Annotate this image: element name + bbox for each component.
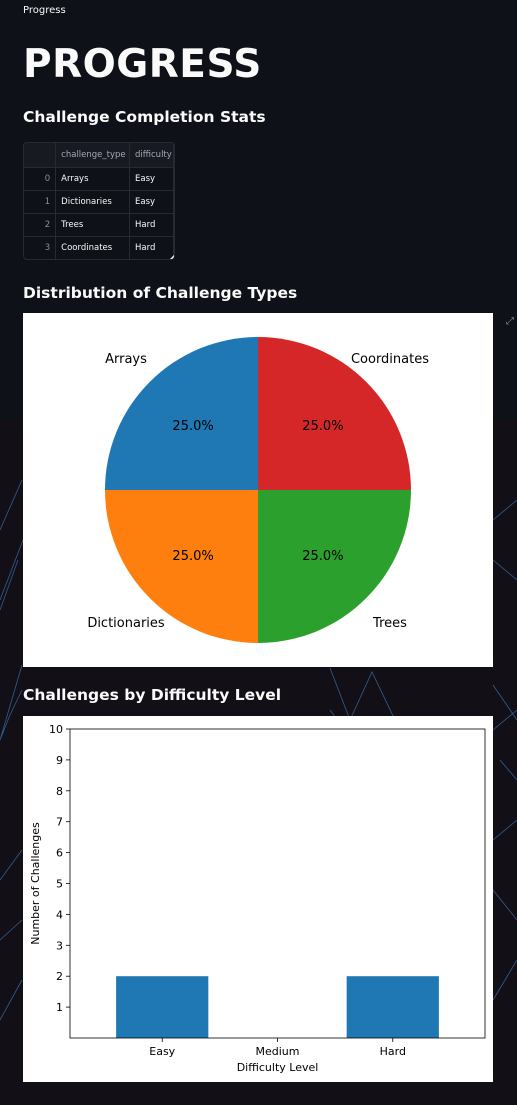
pie-chart: Arrays 25.0% Dictionaries 25.0% Trees 25.0% Co… bbox=[87, 337, 429, 643]
pie-chart-panel: Arrays 25.0% Dictionaries 25.0% Trees 25.0% Co… bbox=[23, 313, 493, 667]
y-axis-label: Number of Challenges bbox=[29, 822, 42, 945]
table-header-row: challenge_type difficulty bbox=[24, 143, 174, 168]
pie-slice bbox=[105, 490, 258, 643]
row-index: 3 bbox=[24, 236, 57, 259]
stats-dataframe[interactable]: challenge_type difficulty 0 Arrays Easy … bbox=[23, 142, 175, 260]
y-tick-label: 3 bbox=[56, 939, 63, 952]
table-cell[interactable]: Dictionaries bbox=[55, 190, 131, 214]
bar-heading: Challenges by Difficulty Level bbox=[23, 686, 282, 704]
bar-chart: 1 2 3 4 5 6 7 8 9 10 Easy Medium Hard Difficulty Leve… bbox=[29, 723, 486, 1074]
x-axis-label: Difficulty Level bbox=[237, 1061, 319, 1074]
table-row: 1 Dictionaries Easy bbox=[24, 190, 174, 214]
table-row: 0 Arrays Easy bbox=[24, 167, 174, 191]
page-title: PROGRESS bbox=[23, 42, 262, 87]
table-row: 2 Trees Hard bbox=[24, 213, 174, 237]
table-cell[interactable]: Trees bbox=[55, 213, 131, 237]
y-tick-label: 1 bbox=[56, 1001, 63, 1014]
y-tick-label: 2 bbox=[56, 970, 63, 983]
y-tick-label: 6 bbox=[56, 847, 63, 860]
pie-label: Dictionaries bbox=[87, 616, 165, 631]
row-index: 0 bbox=[24, 167, 57, 191]
x-tick-label: Hard bbox=[380, 1045, 406, 1058]
table-cell[interactable]: Easy bbox=[129, 167, 174, 191]
index-header bbox=[24, 143, 57, 168]
y-tick-label: 9 bbox=[56, 754, 63, 767]
row-index: 2 bbox=[24, 213, 57, 237]
table-cell[interactable]: Easy bbox=[129, 190, 174, 214]
pie-label: Arrays bbox=[105, 352, 147, 367]
resize-handle[interactable] bbox=[170, 255, 174, 259]
bar-chart-panel: 1 2 3 4 5 6 7 8 9 10 Easy Medium Hard Difficulty Leve… bbox=[23, 716, 493, 1082]
y-tick-label: 4 bbox=[56, 908, 63, 921]
table-cell[interactable]: Arrays bbox=[55, 167, 131, 191]
y-tick-label: 5 bbox=[56, 878, 63, 891]
pie-percent-label: 25.0% bbox=[302, 549, 343, 564]
pie-heading: Distribution of Challenge Types bbox=[23, 284, 298, 302]
column-header[interactable]: challenge_type bbox=[55, 143, 131, 168]
bar bbox=[116, 976, 209, 1038]
y-tick-label: 7 bbox=[56, 816, 63, 829]
pie-percent-label: 25.0% bbox=[172, 419, 213, 434]
pie-label: Coordinates bbox=[351, 352, 429, 367]
table-cell[interactable]: Hard bbox=[129, 213, 174, 237]
x-tick-label: Medium bbox=[256, 1045, 300, 1058]
stats-heading: Challenge Completion Stats bbox=[23, 108, 266, 126]
table-row: 3 Coordinates Hard bbox=[24, 236, 174, 259]
pie-slice bbox=[258, 337, 411, 490]
y-tick-label: 10 bbox=[49, 723, 63, 736]
pie-percent-label: 25.0% bbox=[172, 549, 213, 564]
column-header[interactable]: difficulty bbox=[129, 143, 174, 168]
y-tick-label: 8 bbox=[56, 785, 63, 798]
pie-label: Trees bbox=[372, 616, 407, 631]
expand-icon[interactable]: ⤢ bbox=[506, 316, 514, 327]
x-tick-label: Easy bbox=[149, 1045, 175, 1058]
pie-slice bbox=[258, 490, 411, 643]
pie-percent-label: 25.0% bbox=[302, 419, 343, 434]
table-cell[interactable]: Coordinates bbox=[55, 236, 131, 259]
row-index: 1 bbox=[24, 190, 57, 214]
pie-slice bbox=[105, 337, 258, 490]
page-label: Progress bbox=[23, 5, 66, 16]
table-cell[interactable]: Hard bbox=[129, 236, 174, 259]
bar bbox=[346, 976, 439, 1038]
